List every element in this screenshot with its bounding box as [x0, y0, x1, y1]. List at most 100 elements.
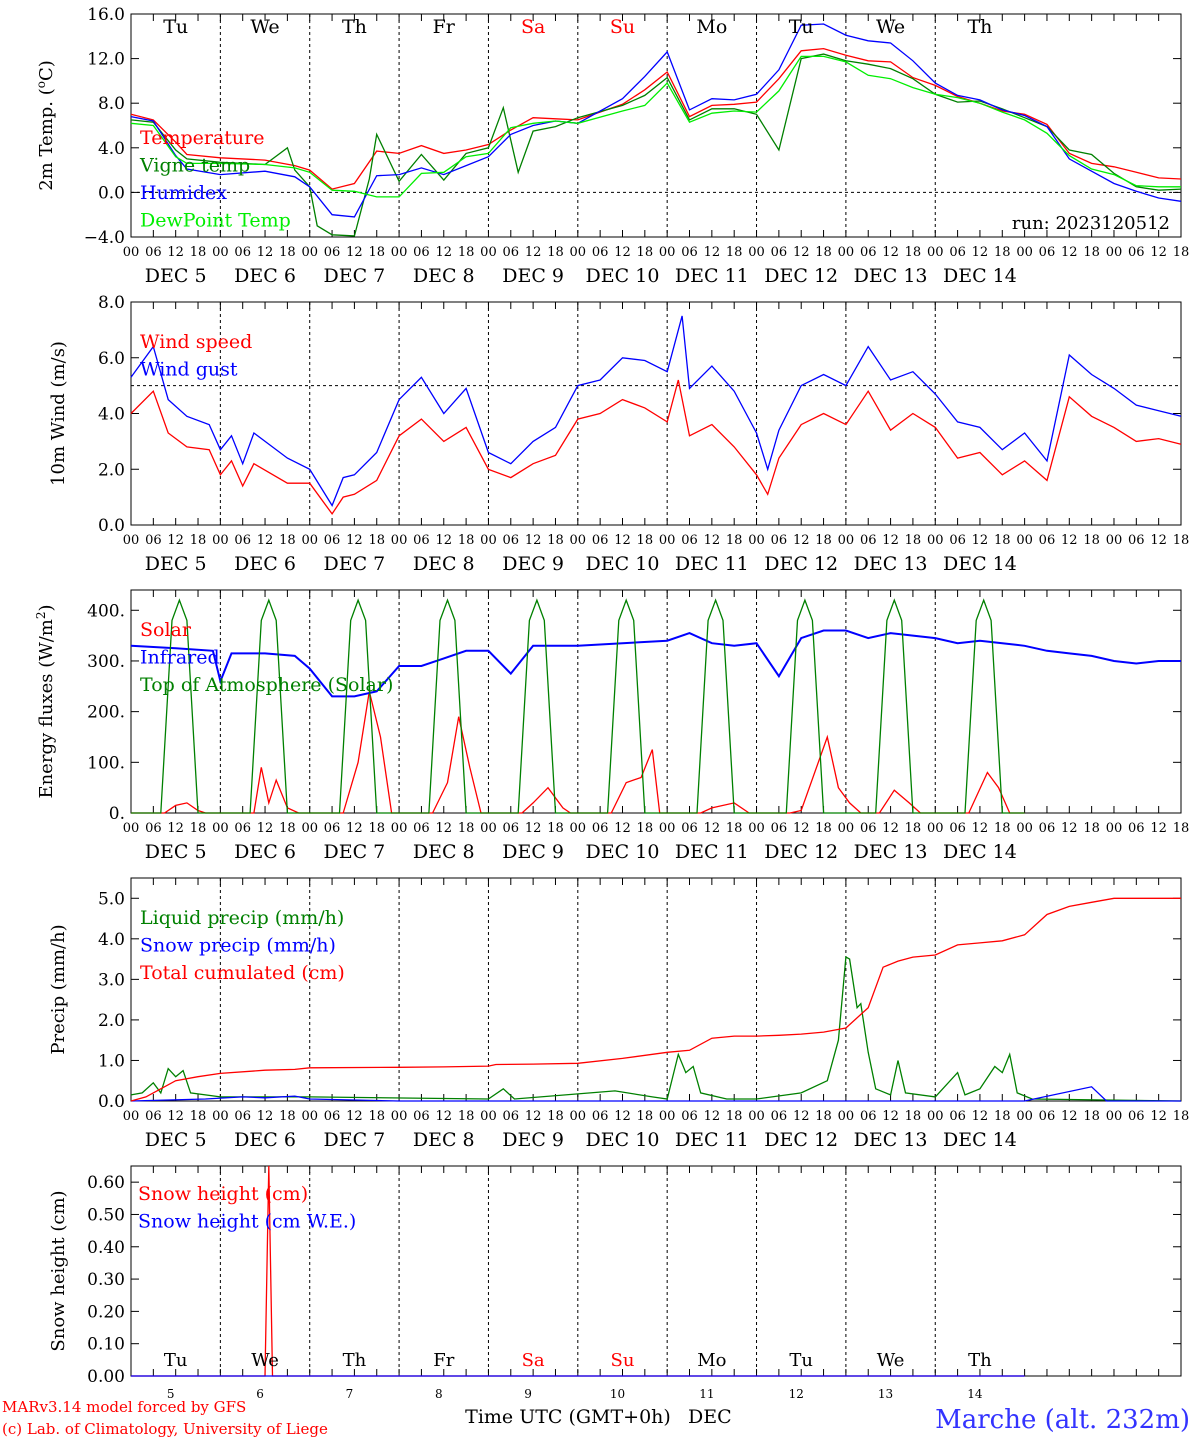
y-tick-label: 8.0 [98, 293, 125, 313]
date-label: DEC 10 [586, 1129, 660, 1151]
y-tick-label: 8.0 [98, 94, 125, 114]
date-label: DEC 11 [675, 265, 749, 287]
y-tick-label: 4.0 [98, 139, 125, 159]
legend-entry: DewPoint Temp [140, 210, 291, 232]
hour-tick-label: 18 [458, 245, 475, 260]
day-number-label: 11 [699, 1387, 714, 1401]
hour-tick-label: 12 [435, 245, 452, 260]
hour-tick-label: 18 [279, 245, 296, 260]
date-label: DEC 10 [586, 841, 660, 863]
hour-tick-label: 06 [324, 1109, 341, 1124]
date-label: DEC 5 [145, 1129, 207, 1151]
hour-tick-label: 00 [123, 245, 140, 260]
y-tick-label: 0.10 [87, 1335, 125, 1355]
hour-tick-label: 06 [681, 533, 698, 548]
hour-tick-label: 00 [570, 821, 587, 836]
y-axis-label: 2m Temp. (oC) [34, 60, 57, 191]
hour-tick-label: 06 [503, 533, 520, 548]
hour-tick-label: 18 [637, 245, 654, 260]
hour-tick-label: 00 [1016, 821, 1033, 836]
credit-line-lab: (c) Lab. of Climatology, University of L… [2, 1420, 328, 1438]
date-label: DEC 8 [413, 265, 475, 287]
hour-tick-label: 12 [435, 533, 452, 548]
hour-tick-label: 12 [525, 245, 542, 260]
hour-tick-label: 12 [614, 533, 631, 548]
weekday-label: Tu [789, 16, 814, 38]
date-label: DEC 14 [943, 1129, 1017, 1151]
date-label: DEC 7 [324, 1129, 386, 1151]
hour-tick-label: 00 [838, 1109, 855, 1124]
hour-tick-label: 00 [570, 533, 587, 548]
hour-tick-label: 06 [234, 533, 251, 548]
hour-tick-label: 18 [458, 821, 475, 836]
hour-tick-label: 18 [994, 821, 1011, 836]
hour-tick-label: 06 [949, 245, 966, 260]
hour-tick-label: 06 [592, 1109, 609, 1124]
hour-tick-label: 18 [815, 1109, 832, 1124]
hour-tick-label: 00 [659, 821, 676, 836]
hour-tick-label: 18 [905, 245, 922, 260]
hour-tick-label: 06 [503, 245, 520, 260]
hour-tick-label: 00 [391, 821, 408, 836]
y-tick-label: 100. [87, 753, 125, 773]
date-label: DEC 13 [854, 1129, 928, 1151]
hour-tick-label: 06 [145, 821, 162, 836]
legend-entry: Snow height (cm) [138, 1183, 308, 1205]
hour-tick-label: 06 [324, 821, 341, 836]
hour-tick-label: 00 [659, 533, 676, 548]
legend-entry: Top of Atmosphere (Solar) [140, 674, 393, 696]
hour-tick-label: 12 [1150, 1109, 1167, 1124]
hour-tick-label: 06 [324, 245, 341, 260]
hour-tick-label: 12 [346, 1109, 363, 1124]
weekday-label: We [876, 16, 905, 38]
x-axis-label: Time UTC (GMT+0h) [465, 1406, 671, 1428]
hour-tick-label: 18 [190, 821, 207, 836]
hour-tick-label: 12 [793, 533, 810, 548]
date-label: DEC 6 [234, 553, 296, 575]
hour-tick-label: 06 [771, 1109, 788, 1124]
hour-tick-label: 18 [190, 533, 207, 548]
day-number-label: 10 [610, 1387, 625, 1401]
date-label: DEC 9 [502, 265, 564, 287]
hour-tick-label: 12 [614, 821, 631, 836]
hour-tick-label: 12 [167, 821, 184, 836]
hour-tick-label: 06 [860, 821, 877, 836]
hour-tick-label: 12 [882, 821, 899, 836]
date-label: DEC 8 [413, 841, 475, 863]
hour-tick-label: 12 [1150, 533, 1167, 548]
legend-entry: Humidex [140, 182, 227, 204]
y-tick-label: 300. [87, 652, 125, 672]
y-axis-label: Energy fluxes (W/m2) [34, 604, 57, 798]
hour-tick-label: 12 [793, 245, 810, 260]
hour-tick-label: 00 [212, 821, 229, 836]
y-tick-label: −4.0 [84, 228, 125, 248]
series-line-wind-gust [130, 315, 1182, 507]
day-number-label: 12 [789, 1387, 804, 1401]
hour-tick-label: 12 [525, 1109, 542, 1124]
hour-tick-label: 18 [905, 533, 922, 548]
y-tick-label: 200. [87, 703, 125, 723]
y-tick-label: 0.30 [87, 1270, 125, 1290]
legend-entry: Total cumulated (cm) [140, 962, 345, 984]
hour-tick-label: 12 [882, 245, 899, 260]
legend-entry: Solar [140, 619, 192, 641]
hour-tick-label: 18 [726, 533, 743, 548]
hour-tick-label: 18 [726, 1109, 743, 1124]
hour-tick-label: 00 [212, 1109, 229, 1124]
hour-tick-label: 18 [190, 1109, 207, 1124]
date-label: DEC 7 [324, 841, 386, 863]
hour-tick-label: 06 [1128, 533, 1145, 548]
hour-tick-label: 00 [748, 245, 765, 260]
y-tick-label: 16.0 [87, 5, 125, 25]
hour-tick-label: 06 [681, 821, 698, 836]
hour-tick-label: 18 [637, 1109, 654, 1124]
hour-tick-label: 06 [771, 821, 788, 836]
hour-tick-label: 00 [301, 245, 318, 260]
y-tick-label: 0. [109, 804, 125, 824]
hour-tick-label: 06 [771, 245, 788, 260]
hour-tick-label: 00 [301, 533, 318, 548]
legend-entry: Temperature [140, 127, 264, 149]
hour-tick-label: 00 [838, 245, 855, 260]
hour-tick-label: 18 [458, 1109, 475, 1124]
y-tick-label: 0.40 [87, 1238, 125, 1258]
